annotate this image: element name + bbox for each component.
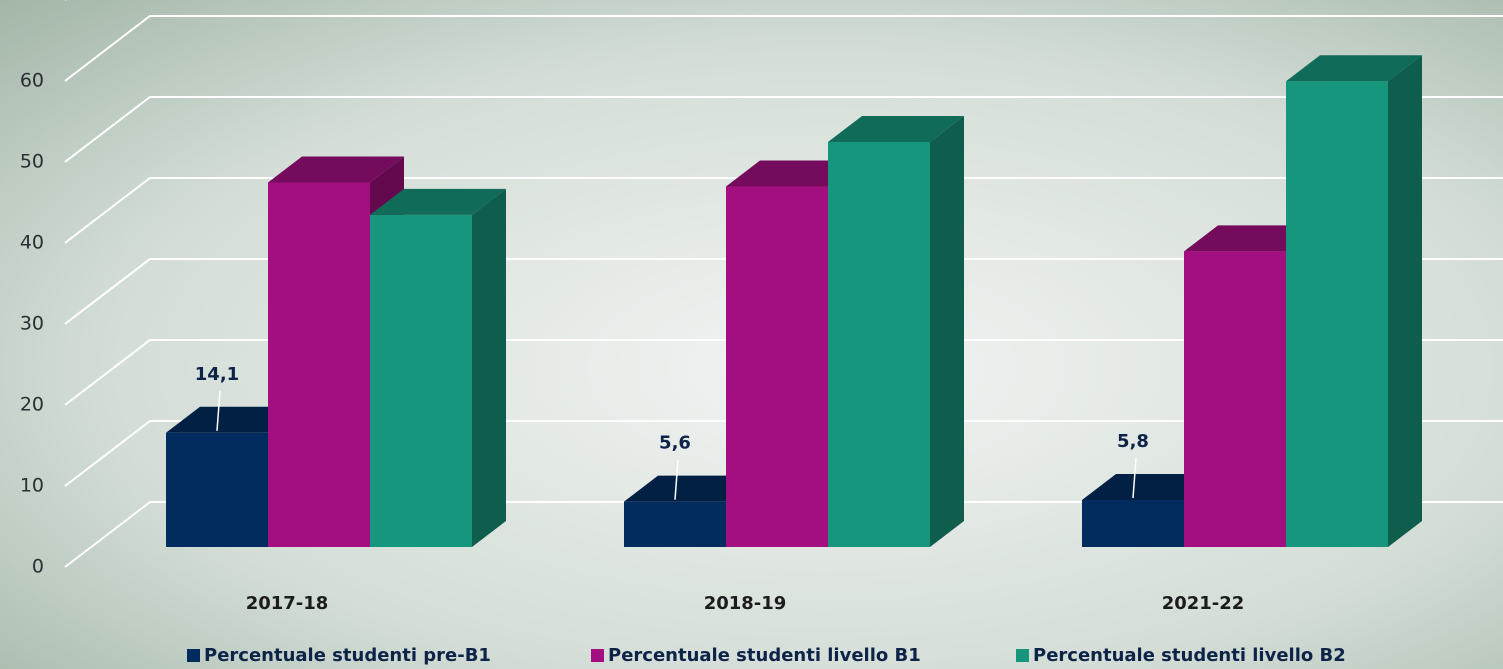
leader-line: [674, 459, 679, 500]
bar-top: [1286, 55, 1422, 82]
data-label: 14,1: [195, 364, 239, 385]
y-tick-label: 0: [32, 556, 44, 578]
legend-swatch: [187, 649, 200, 662]
y-tick-label: 30: [20, 312, 44, 334]
leader-line: [1132, 457, 1137, 499]
grid-line: [64, 176, 1503, 244]
bar-top: [370, 188, 506, 215]
x-tick-label: 2018-19: [704, 593, 787, 614]
grid-line: [64, 95, 1503, 163]
data-label: 5,6: [659, 433, 691, 454]
legend-swatch: [591, 649, 604, 662]
bar-front: [1082, 500, 1184, 547]
bar-front: [726, 186, 828, 547]
bar-front: [1286, 81, 1388, 547]
bar-front: [1184, 251, 1286, 548]
grid-line: [64, 338, 1503, 406]
bar-top: [828, 115, 964, 142]
bar: [828, 115, 964, 548]
x-tick-label: 2017-18: [246, 593, 329, 614]
bar-front: [268, 182, 370, 547]
bar-front: [370, 214, 472, 547]
legend-label: Percentuale studenti livello B1: [608, 645, 921, 666]
y-tick-label: 60: [20, 69, 44, 91]
grid-line: [64, 419, 1503, 487]
grid-line: [64, 257, 1503, 325]
bar-top: [268, 156, 404, 183]
x-tick-label: 2021-22: [1162, 593, 1245, 614]
bar-front: [828, 141, 930, 547]
grid-line: [64, 14, 1503, 82]
bar-side: [472, 188, 506, 547]
y-tick-label: 40: [20, 231, 44, 253]
bar: [370, 188, 506, 547]
y-tick-label: 20: [20, 393, 44, 415]
y-tick-label: 50: [20, 150, 44, 172]
data-label: 5,8: [1117, 431, 1149, 452]
bar-side: [1388, 55, 1422, 548]
bar-front: [166, 432, 268, 547]
bar-front: [624, 501, 726, 547]
legend-label: Percentuale studenti pre-B1: [204, 645, 491, 666]
bar-side: [930, 115, 964, 548]
legend-label: Percentuale studenti livello B2: [1033, 645, 1346, 666]
y-tick-label: 10: [20, 474, 44, 496]
leader-line: [216, 390, 221, 431]
bar: [1286, 55, 1422, 548]
legend-swatch: [1016, 649, 1029, 662]
grid-line: [64, 501, 1503, 568]
